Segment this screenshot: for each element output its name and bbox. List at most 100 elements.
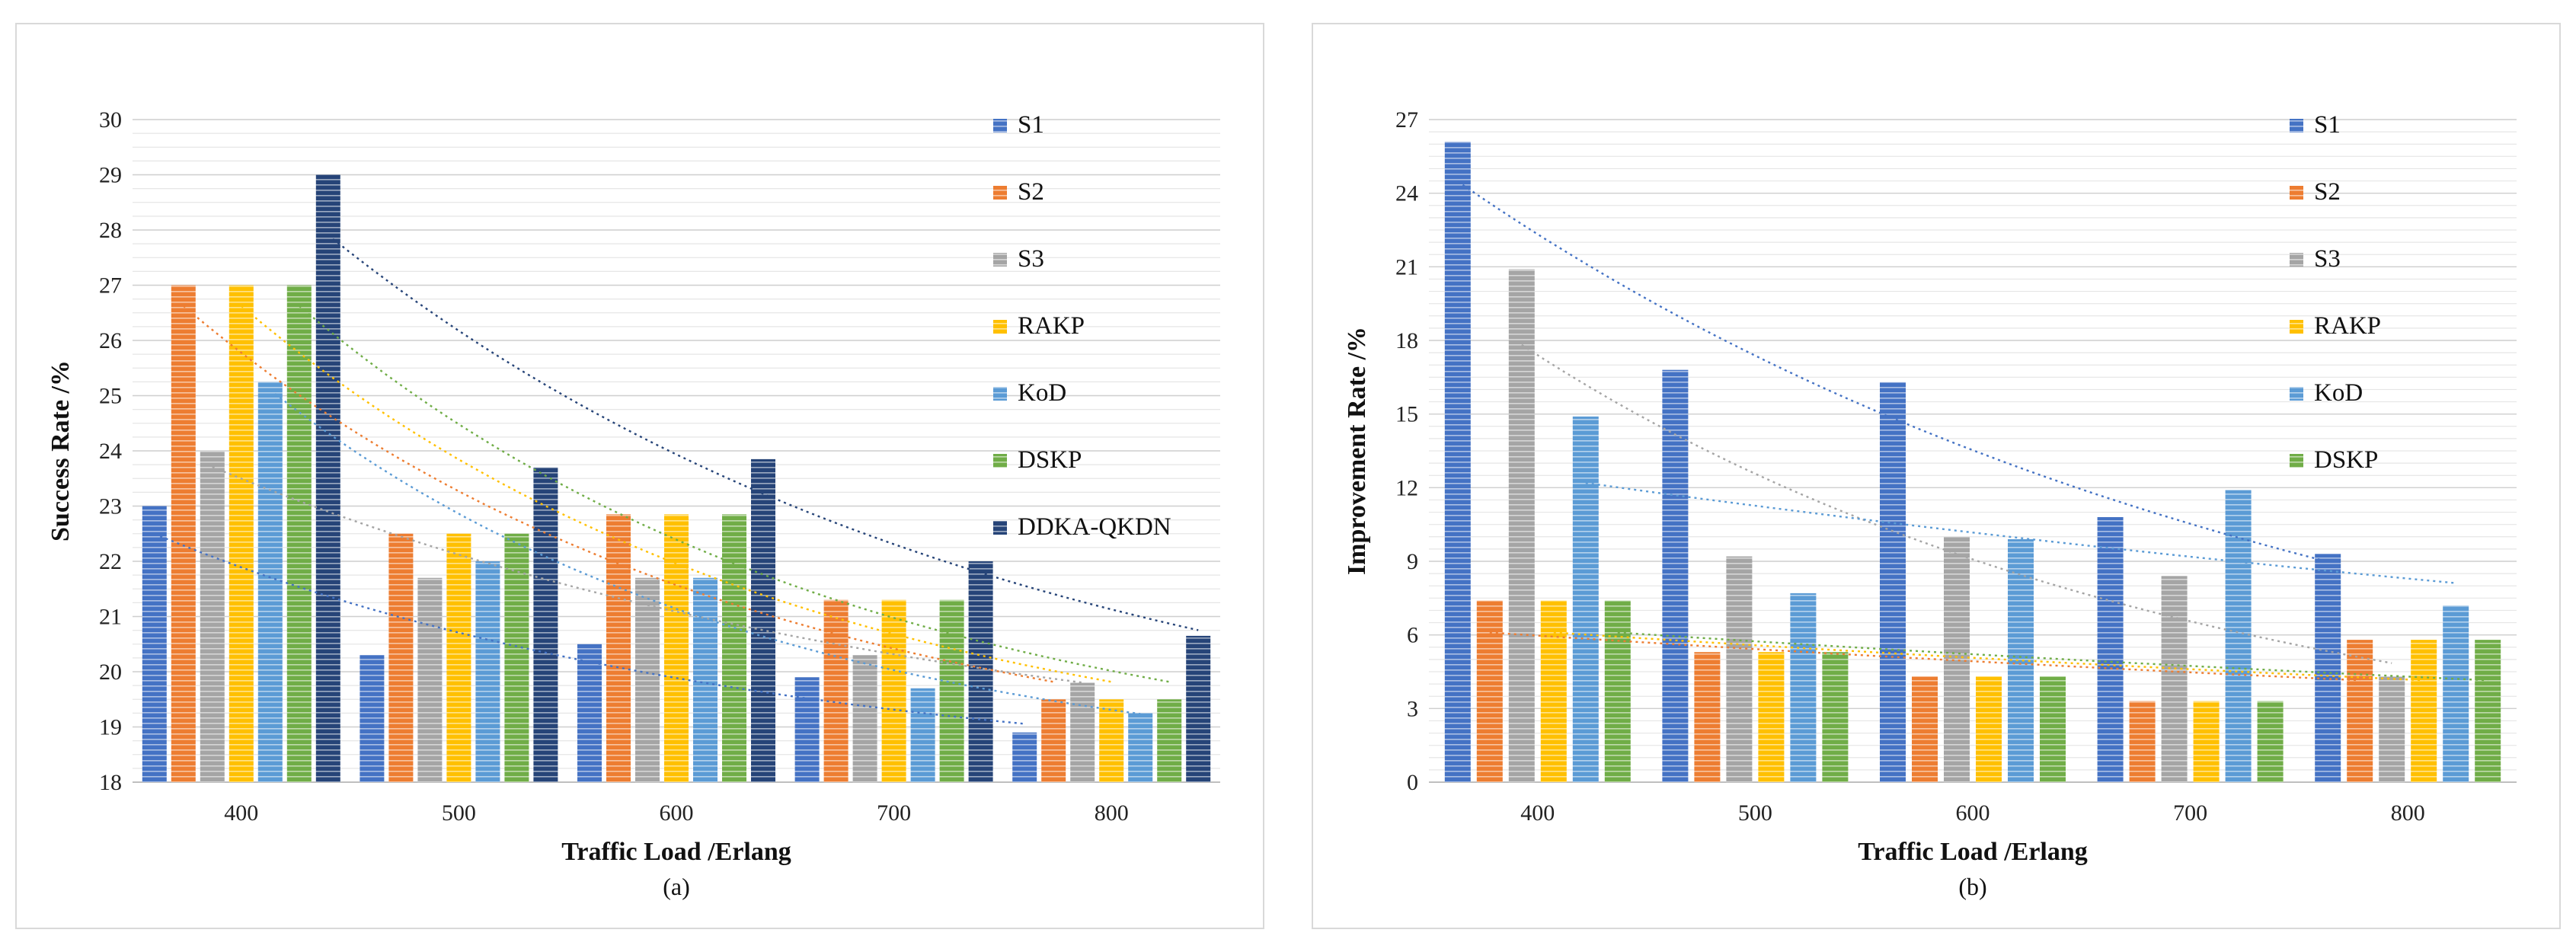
chart-a-bar-s3-500 [417,577,443,782]
chart-b-legend-swatch-dskp [2290,454,2303,468]
chart-b-legend-swatch-kod [2290,387,2303,401]
chart-b-xtick-label: 400 [1520,800,1555,826]
chart-a-bar-rakp-600 [664,514,689,782]
chart-b-ytick-label: 12 [1395,475,1418,500]
chart-a-bar-dskp-600 [722,514,746,782]
chart-a-bar-s3-700 [852,655,877,782]
chart-a-legend-label-s1: S1 [1018,111,1044,139]
chart-b-bar-s3-500 [1726,556,1753,782]
chart-a-ytick-label: 18 [99,770,122,795]
chart-a-bar-s2-500 [388,533,414,782]
chart-a-bar-s3-400 [200,451,225,782]
chart-b-ytick-label: 27 [1395,107,1418,133]
chart-b-trendline-kod [1585,481,2456,584]
chart-a-legend-swatch-rakp [993,320,1007,334]
chart-a-bar-dskp-800 [1157,699,1182,782]
chart-a-legend-label-ddka-qkdn: DDKA-QKDN [1018,513,1171,541]
chart-a-bar-kod-800 [1128,713,1153,782]
chart-b-bar-dskp-500 [1822,652,1849,782]
chart-a-bar-rakp-800 [1099,699,1124,782]
chart-a-trendline-dskp [299,305,1170,683]
chart-a-xtick-label: 600 [660,800,694,826]
chart-b-trendline-rakp [1553,631,2424,682]
chart-b-bar-s1-700 [2097,517,2124,782]
chart-a-ytick-label: 28 [99,218,122,243]
chart-a-xtick-label: 400 [224,800,258,826]
chart-a-bar-kod-500 [475,561,500,782]
chart-a-legend-label-s3: S3 [1018,245,1044,273]
chart-b-bar-kod-700 [2225,490,2252,782]
chart-a-bar-ddka-qkdn-600 [751,458,775,782]
chart-a-trendline-rakp [241,305,1112,683]
chart-a-bar-s2-700 [823,599,849,782]
chart-b-legend-swatch-s2 [2290,186,2303,200]
chart-a-ytick-label: 26 [99,328,122,353]
chart-a-legend-swatch-ddka-qkdn [993,521,1007,535]
chart-a-bar-s3-600 [635,577,660,782]
chart-b-y-axis-title: Improvement Rate /% [1343,327,1371,575]
chart-b-bar-kod-400 [1572,416,1599,782]
chart-b-bar-rakp-600 [1976,676,2002,782]
chart-a-bar-s1-600 [577,644,602,782]
chart-a-bar-ddka-qkdn-700 [968,561,993,782]
chart-a-trendline-s3 [212,465,1083,684]
chart-b-legend-label-dskp: DSKP [2314,446,2378,474]
chart-a-x-axis-title: Traffic Load /Erlang [561,838,791,866]
chart-a-ytick-label: 25 [99,384,122,409]
chart-a-trendline-s1 [154,532,1025,725]
chart-b-ytick-label: 3 [1407,696,1418,721]
chart-b-xtick-label: 800 [2391,800,2425,826]
chart-a-bar-rakp-500 [446,533,471,782]
chart-b-bar-s3-800 [2379,676,2405,782]
chart-a-bar-s1-400 [142,506,167,782]
chart-a-legend-label-dskp: DSKP [1018,446,1082,474]
chart-a-bar-kod-700 [910,688,935,782]
chart-b-ytick-label: 0 [1407,770,1418,795]
chart-a-legend-swatch-kod [993,387,1007,401]
chart-a-panel-caption: (a) [663,873,690,900]
chart-panel-a: 18 19 20 21 22 23 24 25 26 27 28 29 30 400 500 600 700 80… [15,23,1264,929]
chart-a-bar-s2-600 [606,514,631,782]
chart-b-legend-label-s2: S2 [2314,178,2341,206]
chart-b-bar-s1-600 [1880,382,1906,782]
chart-b-trendline-s2 [1489,631,2360,682]
chart-b-ytick-label: 24 [1395,181,1418,206]
chart-a-bar-rakp-400 [229,285,254,782]
chart-b-bar-s3-700 [2161,576,2188,782]
chart-panel-b: 0 3 6 9 12 15 18 21 24 27 400 500 600 700 800 S1 S2 S3 RAK… [1312,23,2561,929]
chart-a: 18 19 20 21 22 23 24 25 26 27 28 29 30 400 500 600 700 80… [46,107,1220,900]
chart-a-ytick-label: 22 [99,549,122,574]
chart-a-ytick-label: 24 [99,439,122,464]
chart-b-bar-dskp-700 [2257,701,2284,782]
chart-a-bar-kod-600 [693,577,718,782]
chart-b-ytick-label: 6 [1407,623,1418,648]
chart-b-bar-kod-500 [1790,593,1817,782]
chart-b-bar-s2-400 [1476,600,1503,782]
chart-a-legend-swatch-s3 [993,253,1007,267]
chart-b-bar-rakp-400 [1540,600,1567,782]
chart-a-bar-dskp-500 [504,533,529,782]
chart-b-legend-label-s3: S3 [2314,245,2341,273]
chart-b-bar-rakp-800 [2411,640,2437,782]
chart-a-xtick-label: 700 [877,800,911,826]
chart-b-ytick-label: 9 [1407,549,1418,574]
chart-b-panel-caption: (b) [1958,873,1986,900]
chart-a-bar-kod-400 [257,382,283,782]
chart-a-xtick-label: 500 [442,800,476,826]
chart-b-bar-s3-400 [1508,269,1535,782]
chart-b-ytick-label: 15 [1395,402,1418,427]
chart-a-bar-dskp-700 [939,599,964,782]
chart-b-bar-dskp-800 [2475,640,2501,782]
chart-a-ytick-label: 20 [99,660,122,685]
chart-b-legend-label-rakp: RAKP [2314,312,2381,340]
chart-a-trendline-s2 [183,305,1054,683]
chart-b-bar-s1-800 [2315,554,2341,782]
chart-a-bar-s1-500 [360,655,385,782]
chart-b-bar-s2-500 [1694,652,1721,782]
chart-a-ytick-label: 27 [99,273,122,299]
chart-b-legend-label-kod: KoD [2314,379,2363,407]
chart-b-bar-s2-600 [1912,676,1938,782]
chart-b-legend-swatch-s1 [2290,119,2303,133]
chart-b-trendline-dskp [1617,631,2488,682]
chart-a-ytick-label: 21 [99,605,122,630]
